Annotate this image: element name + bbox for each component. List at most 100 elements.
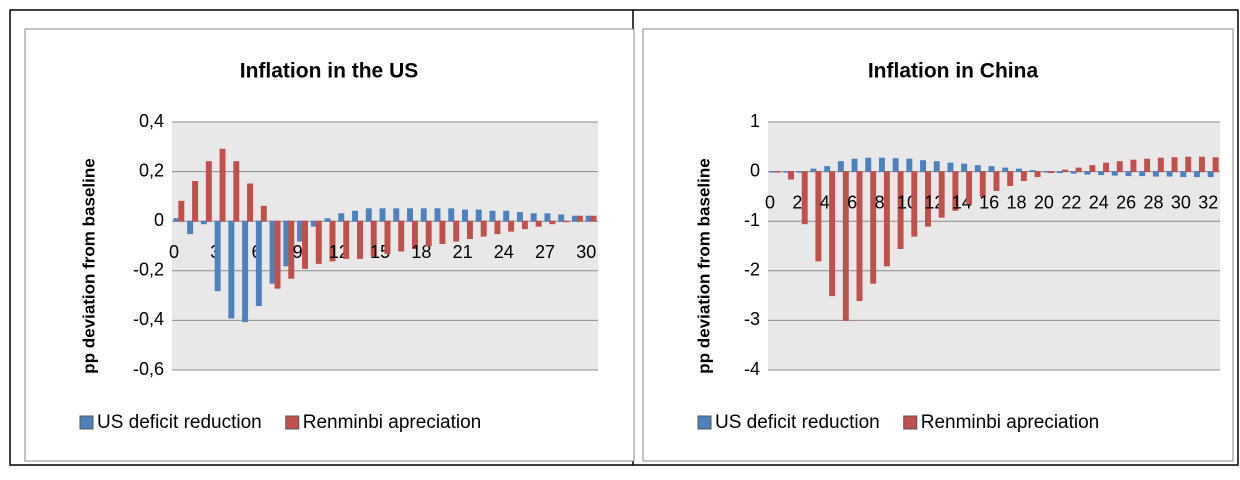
bar: [260, 205, 267, 222]
bar: [480, 220, 487, 237]
x-tick-label: 27: [535, 242, 555, 262]
legend-label: Renminbi apreciation: [303, 412, 482, 433]
y-tick-label: -0,2: [133, 260, 164, 280]
bar: [288, 220, 295, 279]
x-tick-label: 30: [1171, 192, 1191, 212]
bar: [233, 161, 240, 222]
x-tick-label: 24: [1089, 192, 1109, 212]
bar: [352, 210, 359, 222]
bar: [379, 208, 386, 222]
bar: [549, 220, 556, 225]
x-tick-label: 32: [1198, 192, 1218, 212]
y-tick-label: 1: [750, 111, 760, 131]
bar: [796, 171, 803, 173]
x-tick-label: 24: [494, 242, 514, 262]
bar: [462, 209, 468, 222]
bar: [274, 220, 281, 289]
bar: [920, 160, 927, 173]
x-tick-label: 0: [765, 192, 775, 212]
bar: [475, 209, 482, 222]
bar: [200, 220, 207, 225]
bar: [310, 220, 317, 227]
bar: [1212, 157, 1219, 173]
bar: [1015, 168, 1022, 173]
y-tick-label: 0: [750, 160, 760, 180]
bar: [242, 220, 249, 323]
bar: [1002, 167, 1009, 173]
bar: [933, 161, 940, 173]
bar: [878, 157, 885, 173]
bar: [842, 171, 849, 321]
bar: [192, 181, 199, 222]
bar: [801, 171, 808, 225]
bar: [398, 220, 405, 252]
bar: [535, 220, 542, 227]
bar: [297, 220, 304, 242]
bar: [558, 214, 565, 222]
y-tick-label: 0: [154, 210, 164, 230]
x-tick-label: 26: [1116, 192, 1136, 212]
legend-swatch: [697, 415, 712, 430]
bar: [466, 220, 473, 240]
bar: [1157, 157, 1164, 173]
bar: [829, 171, 836, 297]
bar: [769, 171, 776, 173]
bar: [205, 161, 212, 222]
x-tick-label: 2: [792, 192, 802, 212]
y-tick-label: -0,4: [133, 309, 164, 329]
table-border: [9, 9, 1239, 466]
bar: [1007, 171, 1014, 186]
bar: [966, 171, 973, 205]
bar: [897, 171, 904, 249]
bar: [343, 220, 350, 259]
y-tick-label: 0,4: [139, 111, 164, 131]
bar: [563, 220, 570, 223]
bar: [1034, 171, 1041, 178]
bar: [906, 158, 913, 173]
bar: [1029, 170, 1036, 173]
legend-label: US deficit reduction: [97, 412, 262, 433]
bar: [453, 220, 460, 242]
bar: [988, 166, 995, 173]
bar: [494, 220, 501, 235]
bar: [911, 171, 918, 237]
bar: [530, 213, 537, 222]
bar: [1152, 171, 1159, 177]
x-tick-label: 9: [293, 242, 303, 262]
bar: [1144, 158, 1151, 173]
bar: [1111, 171, 1118, 176]
bar: [407, 208, 413, 222]
bar: [1089, 165, 1096, 173]
bar: [590, 215, 597, 222]
bar: [1057, 171, 1063, 174]
bar: [979, 171, 986, 197]
bar: [783, 171, 790, 173]
bar: [178, 200, 185, 222]
x-tick-label: 28: [1143, 192, 1163, 212]
bar: [357, 220, 363, 259]
y-tick-label: -1: [744, 210, 760, 230]
y-axis-label: pp deviation from baseline: [79, 158, 98, 373]
y-tick-label: -3: [744, 309, 760, 329]
bar: [1116, 161, 1123, 173]
bar: [508, 220, 515, 232]
x-tick-label: 22: [1061, 192, 1081, 212]
bar: [925, 171, 931, 227]
bar: [1130, 159, 1137, 173]
bar: [489, 210, 496, 222]
bar: [283, 220, 290, 267]
bar: [329, 220, 336, 262]
bar: [315, 220, 322, 264]
bar: [824, 166, 831, 173]
y-tick-label: 0,2: [139, 160, 164, 180]
bar: [974, 165, 981, 173]
bar: [1070, 171, 1077, 174]
plot-area: [768, 122, 1220, 370]
bar: [521, 220, 528, 230]
bar: [516, 212, 523, 222]
bar: [1084, 171, 1091, 175]
bar: [1048, 171, 1055, 174]
bar: [1098, 171, 1105, 176]
legend-swatch: [285, 415, 300, 430]
bar: [1207, 171, 1214, 178]
